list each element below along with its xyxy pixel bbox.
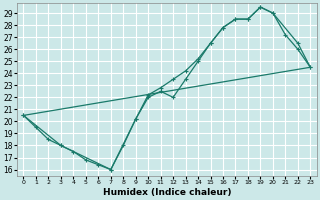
X-axis label: Humidex (Indice chaleur): Humidex (Indice chaleur)	[103, 188, 231, 197]
